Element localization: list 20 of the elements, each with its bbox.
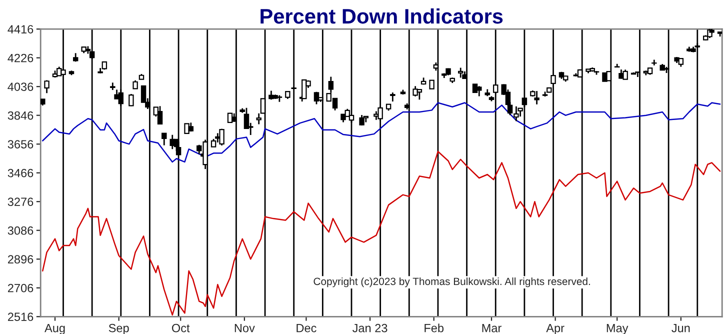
- y-tick-label: 4036: [8, 82, 34, 91]
- y-tick-label: 3276: [8, 198, 34, 206]
- y-tick-label: 3466: [8, 168, 34, 178]
- x-tick-label: Nov: [234, 324, 255, 332]
- annotation: Copyright (c)2023 by Thomas Bulkowski. All rights reserved.: [314, 277, 590, 288]
- x-tick-label: Jan 23: [352, 324, 388, 332]
- y-tick-label: 4226: [8, 54, 34, 62]
- x-tick-label: Dec: [296, 324, 316, 332]
- x-tick-label: Jun: [672, 324, 690, 332]
- y-tick-label: 2896: [8, 255, 34, 264]
- x-tick-label: Feb: [424, 324, 444, 332]
- y-tick-label: 3846: [8, 111, 34, 120]
- y-tick-label: 4416: [8, 25, 34, 34]
- y-tick-label: 2706: [8, 284, 34, 292]
- chart-title: Percent Down Indicators: [260, 8, 503, 24]
- y-tick-label: 3086: [8, 226, 34, 235]
- y-tick-label: 2516: [8, 312, 34, 322]
- y-tick-label: 3656: [8, 140, 34, 148]
- x-tick-label: Mar: [482, 324, 502, 332]
- x-tick-label: Oct: [172, 324, 190, 332]
